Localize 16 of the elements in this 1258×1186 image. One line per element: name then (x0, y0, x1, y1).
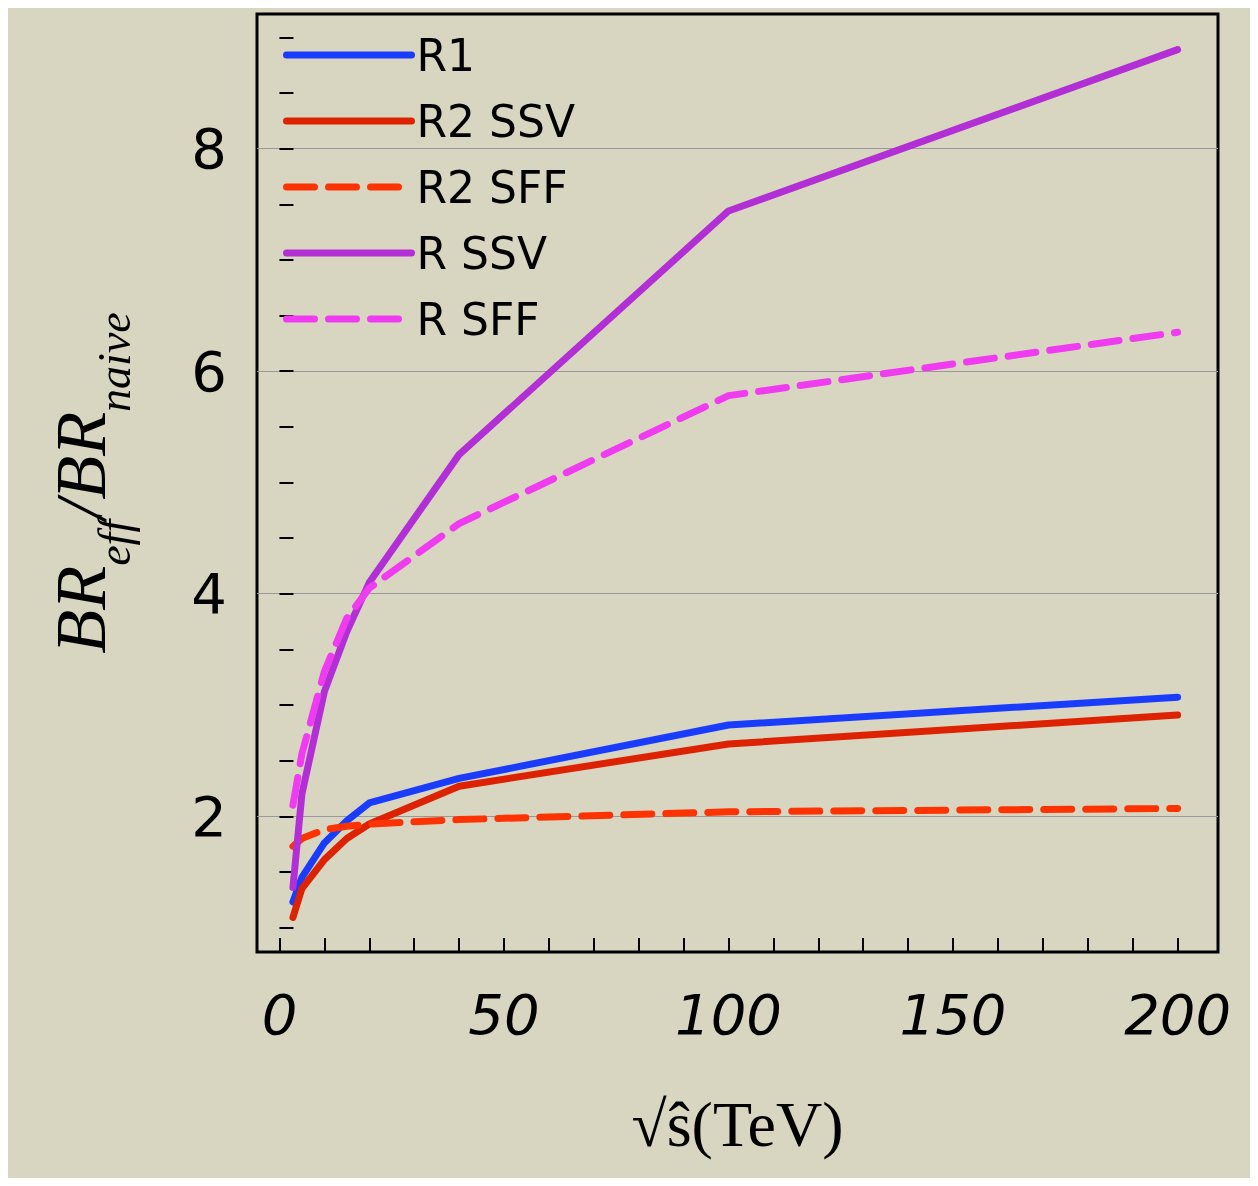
legend-label: R2 SFF (416, 161, 568, 213)
y-tick-label: 8 (191, 116, 227, 182)
legend-label: R SFF (416, 293, 540, 345)
x-tick-label: 0 (261, 981, 298, 1047)
x-axis-title: √ŝ(TeV) (631, 1088, 844, 1160)
legend-label: R1 (416, 29, 476, 81)
x-tick-label: 200 (1124, 981, 1232, 1047)
y-tick-label: 4 (191, 561, 227, 627)
legend-label: R SSV (416, 227, 548, 279)
x-tick-label: 150 (899, 981, 1007, 1047)
y-tick-label: 2 (191, 783, 227, 849)
y-tick-label: 6 (191, 338, 227, 404)
x-tick-label: 100 (675, 981, 782, 1047)
x-tick-label: 50 (468, 981, 540, 1047)
y-axis-title: BReff/BRnaive (41, 312, 140, 654)
legend-label: R2 SSV (416, 95, 576, 147)
